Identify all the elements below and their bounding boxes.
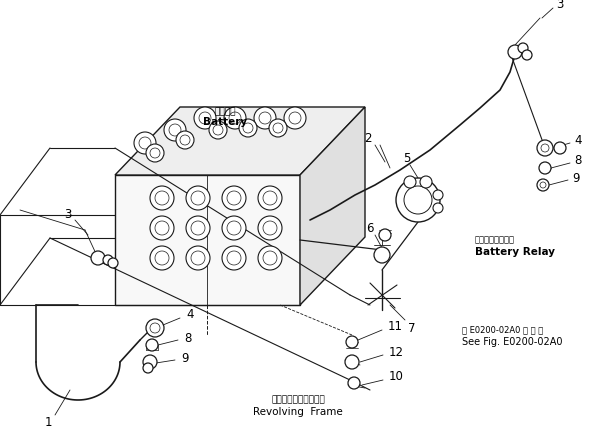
Circle shape — [404, 176, 416, 188]
Circle shape — [134, 132, 156, 154]
Polygon shape — [115, 175, 300, 305]
Circle shape — [209, 121, 227, 139]
Text: 5: 5 — [403, 151, 410, 164]
Circle shape — [222, 246, 246, 270]
Circle shape — [258, 246, 282, 270]
Text: 12: 12 — [389, 345, 404, 358]
Circle shape — [537, 140, 553, 156]
Circle shape — [254, 107, 276, 129]
Circle shape — [374, 247, 390, 263]
Text: See Fig. E0200-02A0: See Fig. E0200-02A0 — [462, 337, 562, 347]
Circle shape — [222, 186, 246, 210]
Circle shape — [518, 43, 528, 53]
Circle shape — [522, 50, 532, 60]
Circle shape — [345, 355, 359, 369]
Circle shape — [143, 355, 157, 369]
Text: 10: 10 — [389, 371, 404, 384]
Text: Battery: Battery — [203, 117, 247, 127]
Text: 3: 3 — [556, 0, 564, 11]
Text: 4: 4 — [574, 134, 582, 147]
Text: 1: 1 — [44, 415, 52, 428]
Circle shape — [143, 363, 153, 373]
Circle shape — [379, 229, 391, 241]
Circle shape — [433, 190, 443, 200]
Text: Revolving  Frame: Revolving Frame — [253, 407, 343, 417]
Circle shape — [150, 246, 174, 270]
Circle shape — [420, 176, 432, 188]
Text: 9: 9 — [181, 352, 188, 365]
Circle shape — [348, 377, 360, 389]
Circle shape — [150, 216, 174, 240]
Text: 4: 4 — [186, 309, 194, 322]
Circle shape — [186, 216, 210, 240]
Text: Battery Relay: Battery Relay — [475, 247, 555, 257]
Text: レボルビングフレーム: レボルビングフレーム — [271, 395, 325, 404]
Circle shape — [554, 142, 566, 154]
Circle shape — [284, 107, 306, 129]
Circle shape — [186, 246, 210, 270]
Text: 7: 7 — [408, 322, 416, 335]
Circle shape — [222, 216, 246, 240]
Circle shape — [146, 339, 158, 351]
Circle shape — [194, 107, 216, 129]
Circle shape — [433, 203, 443, 213]
Circle shape — [396, 178, 440, 222]
Circle shape — [91, 251, 105, 265]
Circle shape — [537, 179, 549, 191]
Text: 8: 8 — [184, 332, 192, 345]
Circle shape — [176, 131, 194, 149]
Text: 3: 3 — [64, 208, 72, 221]
Circle shape — [258, 186, 282, 210]
Circle shape — [186, 186, 210, 210]
Circle shape — [150, 186, 174, 210]
Text: 11: 11 — [387, 320, 402, 333]
Circle shape — [539, 162, 551, 174]
Text: 第 E0200-02A0 図 参 照: 第 E0200-02A0 図 参 照 — [462, 326, 544, 335]
Polygon shape — [300, 107, 365, 305]
Circle shape — [164, 119, 186, 141]
Circle shape — [269, 119, 287, 137]
Text: バッテリ: バッテリ — [214, 108, 236, 116]
Text: バッテリ　リレー: バッテリ リレー — [475, 236, 515, 244]
Circle shape — [146, 144, 164, 162]
Polygon shape — [115, 107, 365, 175]
Text: 9: 9 — [572, 171, 580, 184]
Circle shape — [108, 258, 118, 268]
Text: 8: 8 — [575, 154, 582, 167]
Circle shape — [103, 255, 113, 265]
Circle shape — [146, 319, 164, 337]
Text: 6: 6 — [366, 221, 374, 234]
Text: 2: 2 — [364, 132, 371, 145]
Circle shape — [224, 107, 246, 129]
Circle shape — [258, 216, 282, 240]
Circle shape — [346, 336, 358, 348]
Circle shape — [508, 45, 522, 59]
Circle shape — [239, 119, 257, 137]
